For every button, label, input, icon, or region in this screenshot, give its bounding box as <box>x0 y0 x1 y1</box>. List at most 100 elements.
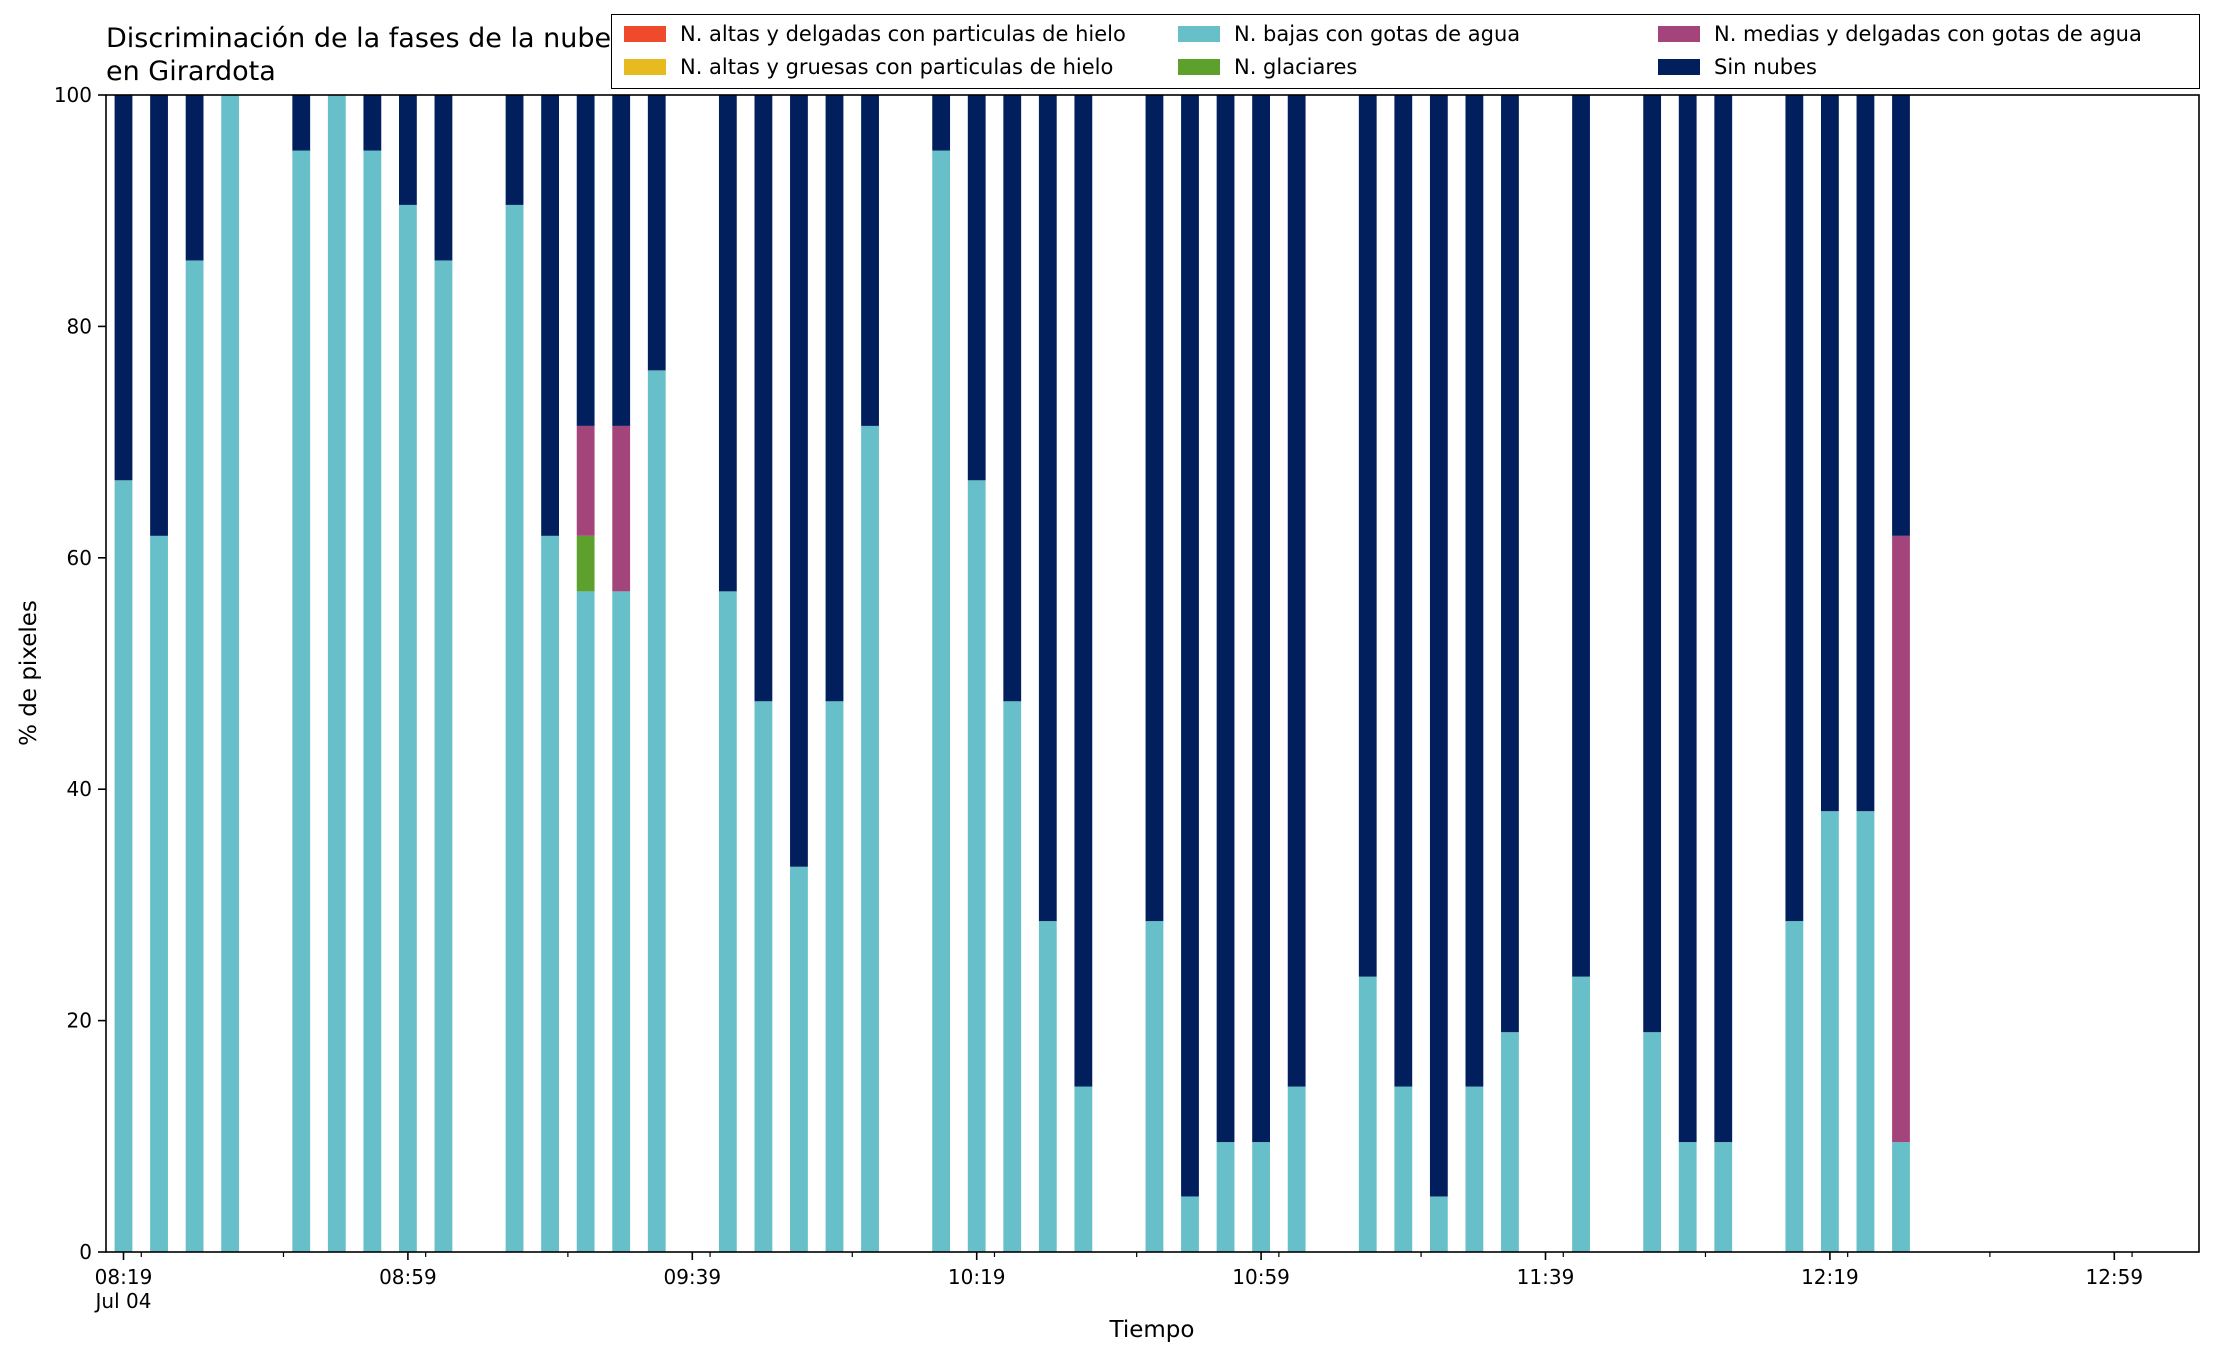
bar-n-bajas-con-gotas-de-agua-0849 <box>327 95 346 1252</box>
bar-n-bajas-con-gotas-de-agua-0934 <box>647 370 666 1252</box>
bar-sin-nubes-1219 <box>1821 95 1839 812</box>
bar-n-bajas-con-gotas-de-agua-0924 <box>576 591 595 1252</box>
bar-n-bajas-con-gotas-de-agua-0949 <box>754 701 773 1252</box>
x-date-label: Jul 04 <box>94 1289 152 1313</box>
bar-sin-nubes-1024 <box>1003 95 1022 702</box>
x-axis: 08:19 08:59 09:39 10:19 10:59 11:39 12:19 12:59… <box>94 1252 2143 1313</box>
x-tick-label-1259: 12:59 <box>2085 1265 2143 1289</box>
bar-n-bajas-con-gotas-de-agua-1134 <box>1501 1032 1519 1252</box>
legend-label: N. glaciares <box>1234 55 1358 79</box>
bar-n-bajas-con-gotas-de-agua-0944 <box>718 591 737 1252</box>
x-tick-label-0819: 08:19 <box>95 1265 153 1289</box>
bar-n-bajas-con-gotas-de-agua-1034 <box>1074 1086 1093 1252</box>
bar-sin-nubes-1059 <box>1252 95 1270 1143</box>
bar-sin-nubes-0949 <box>754 95 773 702</box>
legend-swatch <box>1178 59 1220 75</box>
legend-label: N. bajas con gotas de agua <box>1234 22 1521 46</box>
legend-swatch <box>1178 26 1220 42</box>
bar-n-bajas-con-gotas-de-agua-0834 <box>221 95 240 1252</box>
bar-n-bajas-con-gotas-de-agua-0859 <box>399 204 417 1252</box>
bar-n-bajas-con-gotas-de-agua-1204 <box>1714 1142 1733 1252</box>
bar-n-bajas-con-gotas-de-agua-1124 <box>1429 1196 1448 1252</box>
bar-n-medias-y-delgadas-con-gotas-de-agua-0924 <box>576 425 595 536</box>
bar-n-bajas-con-gotas-de-agua-0919 <box>541 535 559 1252</box>
bar-n-bajas-con-gotas-de-agua-0824 <box>150 535 168 1252</box>
legend-label: Sin nubes <box>1714 55 1817 79</box>
bar-sin-nubes-0954 <box>790 95 808 867</box>
bar-n-bajas-con-gotas-de-agua-0854 <box>363 150 382 1252</box>
bar-sin-nubes-1119 <box>1394 95 1413 1087</box>
bar-n-bajas-con-gotas-de-agua-1154 <box>1643 1032 1662 1252</box>
bar-n-bajas-con-gotas-de-agua-1059 <box>1252 1142 1270 1252</box>
x-tick-label-1059: 10:59 <box>1232 1265 1290 1289</box>
x-tick-label-0859: 08:59 <box>379 1265 437 1289</box>
bar-n-bajas-con-gotas-de-agua-1214 <box>1785 921 1804 1252</box>
x-tick-label-1139: 11:39 <box>1517 1265 1575 1289</box>
bar-n-bajas-con-gotas-de-agua-1224 <box>1856 811 1875 1252</box>
bar-sin-nubes-0859 <box>399 95 417 205</box>
bar-sin-nubes-1104 <box>1287 95 1306 1087</box>
y-tick-label-80: 80 <box>67 314 92 338</box>
x-axis-label: Tiempo <box>1109 1317 1195 1343</box>
bar-sin-nubes-1019 <box>967 95 986 481</box>
chart-title: Discriminación de la fases de la nube en… <box>106 23 612 87</box>
bar-n-bajas-con-gotas-de-agua-1229 <box>1892 1142 1910 1252</box>
bar-n-bajas-con-gotas-de-agua-1114 <box>1358 976 1377 1252</box>
bar-sin-nubes-0824 <box>150 95 168 536</box>
bar-n-bajas-con-gotas-de-agua-1129 <box>1465 1086 1484 1252</box>
bar-n-bajas-con-gotas-de-agua-1219 <box>1821 811 1839 1252</box>
bar-n-bajas-con-gotas-de-agua-1049 <box>1181 1196 1199 1252</box>
bar-n-medias-y-delgadas-con-gotas-de-agua-1229 <box>1892 535 1910 1143</box>
y-tick-label-100: 100 <box>54 83 92 107</box>
bar-sin-nubes-1004 <box>861 95 879 426</box>
y-tick-label-0: 0 <box>79 1240 92 1264</box>
bar-n-bajas-con-gotas-de-agua-0844 <box>292 150 311 1252</box>
bar-n-bajas-con-gotas-de-agua-0819 <box>114 480 133 1252</box>
legend-label: N. altas y delgadas con particulas de hi… <box>680 22 1126 46</box>
x-tick-label-1019: 10:19 <box>948 1265 1006 1289</box>
bar-n-bajas-con-gotas-de-agua-1029 <box>1038 921 1057 1252</box>
bar-sin-nubes-1129 <box>1465 95 1484 1087</box>
bar-sin-nubes-0919 <box>541 95 559 536</box>
legend: N. altas y delgadas con particulas de hi… <box>611 14 2200 89</box>
bar-sin-nubes-0944 <box>718 95 737 592</box>
y-axis-label: % de pixeles <box>16 600 42 746</box>
bar-n-medias-y-delgadas-con-gotas-de-agua-0929 <box>612 425 631 592</box>
y-axis: 0 20 40 60 80 100 <box>54 83 106 1264</box>
bar-n-bajas-con-gotas-de-agua-0904 <box>434 260 453 1252</box>
bar-sin-nubes-0904 <box>434 95 453 261</box>
bar-n-bajas-con-gotas-de-agua-1004 <box>861 425 879 1252</box>
legend-label: N. medias y delgadas con gotas de agua <box>1714 22 2142 46</box>
bar-sin-nubes-0914 <box>505 95 524 205</box>
bar-n-glaciares-0924 <box>576 535 595 592</box>
bar-sin-nubes-0844 <box>292 95 311 151</box>
bar-n-bajas-con-gotas-de-agua-1024 <box>1003 701 1022 1252</box>
bar-n-bajas-con-gotas-de-agua-0914 <box>505 204 524 1252</box>
plot-frame <box>105 94 2200 1253</box>
bar-sin-nubes-0829 <box>185 95 204 261</box>
bar-sin-nubes-1229 <box>1892 95 1910 536</box>
bar-n-bajas-con-gotas-de-agua-0829 <box>185 260 204 1252</box>
bar-n-bajas-con-gotas-de-agua-1044 <box>1145 921 1164 1252</box>
bar-sin-nubes-0854 <box>363 95 382 151</box>
bar-sin-nubes-1204 <box>1714 95 1733 1143</box>
legend-label: N. altas y gruesas con particulas de hie… <box>680 55 1114 79</box>
bar-sin-nubes-0819 <box>114 95 133 481</box>
bar-sin-nubes-1014 <box>932 95 951 151</box>
bar-sin-nubes-1214 <box>1785 95 1804 922</box>
x-tick-label-0939: 09:39 <box>663 1265 721 1289</box>
y-tick-label-20: 20 <box>67 1009 92 1033</box>
bar-n-bajas-con-gotas-de-agua-0954 <box>790 866 808 1252</box>
bar-sin-nubes-1124 <box>1429 95 1448 1197</box>
bar-sin-nubes-0959 <box>825 95 844 702</box>
y-tick-label-40: 40 <box>67 777 92 801</box>
bars-layer <box>114 95 1910 1252</box>
bar-n-bajas-con-gotas-de-agua-0959 <box>825 701 844 1252</box>
bar-sin-nubes-1029 <box>1038 95 1057 922</box>
bar-sin-nubes-0934 <box>647 95 666 371</box>
legend-swatch <box>624 59 666 75</box>
bar-n-bajas-con-gotas-de-agua-1014 <box>932 150 951 1252</box>
bar-sin-nubes-1034 <box>1074 95 1093 1087</box>
bar-n-bajas-con-gotas-de-agua-1019 <box>967 480 986 1252</box>
